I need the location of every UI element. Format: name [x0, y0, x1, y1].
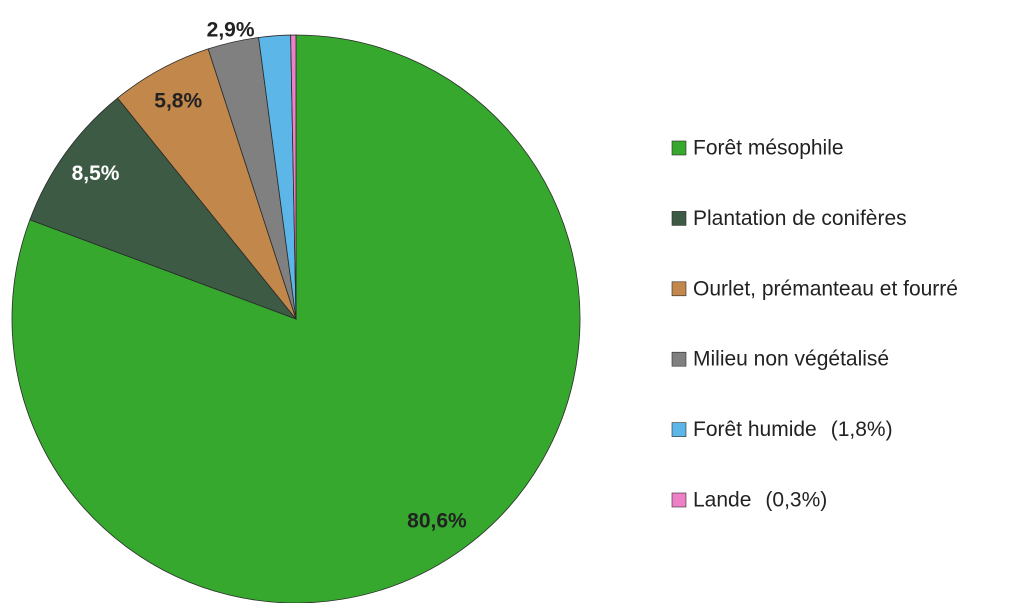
- legend-swatch: [671, 492, 687, 508]
- legend-swatch: [671, 211, 687, 226]
- legend-swatch: [671, 351, 687, 367]
- slice-label: 80,6%: [407, 509, 467, 532]
- legend-swatch: [671, 281, 687, 297]
- legend-value-label: (0,3%): [765, 489, 827, 512]
- slice-label: 2,9%: [207, 19, 255, 42]
- legend-label: Forêt mésophile: [693, 137, 844, 160]
- legend-swatch: [671, 422, 687, 437]
- legend-label: Ourlet, prémanteau et fourré: [693, 277, 958, 300]
- slice-label: 5,8%: [154, 89, 202, 112]
- legend-label: Forêt humide: [693, 418, 817, 441]
- legend-label: Plantation de conifères: [693, 207, 907, 230]
- legend-value-label: (1,8%): [831, 418, 893, 441]
- legend-swatch: [671, 140, 687, 156]
- slice-label: 8,5%: [72, 162, 120, 185]
- pie-slice: [29, 97, 298, 320]
- pie-slice: [290, 34, 297, 320]
- legend-label: Lande: [693, 489, 751, 512]
- legend-label: Milieu non végétalisé: [693, 348, 889, 371]
